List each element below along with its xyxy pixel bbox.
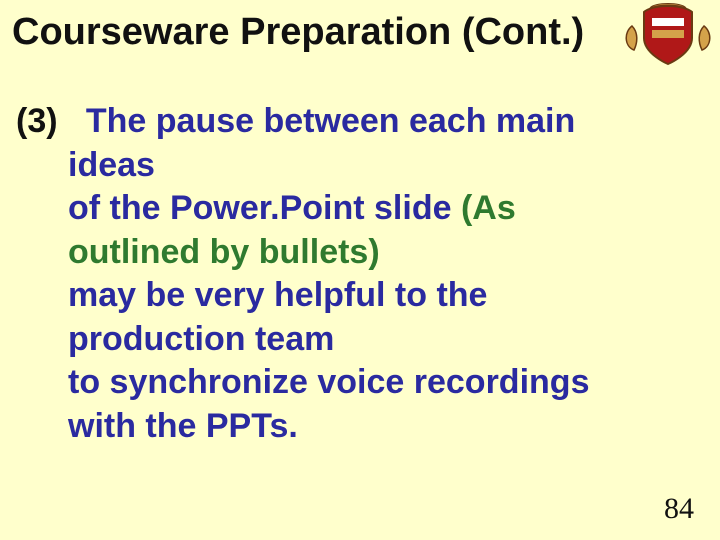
page-number: 84 (664, 492, 694, 526)
body-line: ideas (16, 144, 696, 188)
slide-body: (3) The pause between each main ideas of… (16, 100, 696, 448)
list-marker: (3) (16, 102, 67, 140)
slide: Courseware Preparation (Cont.) (3) The p… (0, 0, 720, 540)
heraldic-crest-icon (622, 2, 714, 72)
body-line: may be very helpful to the (16, 274, 696, 318)
body-line: of the Power.Point slide (As (16, 187, 696, 231)
body-text: ideas (68, 146, 155, 184)
body-line: to synchronize voice recordings (16, 361, 696, 405)
slide-title: Courseware Preparation (Cont.) (12, 12, 708, 54)
body-text: to synchronize voice recordings (68, 363, 589, 401)
body-text: The pause between each main (67, 102, 575, 140)
body-line: with the PPTs. (16, 405, 696, 449)
body-line: outlined by bullets) (16, 231, 696, 275)
body-text: outlined by bullets) (68, 233, 380, 271)
body-text: (As (461, 189, 516, 227)
body-text: production team (68, 320, 334, 358)
body-text: may be very helpful to the (68, 276, 487, 314)
body-line: production team (16, 318, 696, 362)
body-text: of the Power.Point slide (68, 189, 461, 227)
body-line: (3) The pause between each main (16, 100, 696, 144)
body-text: with the PPTs. (68, 407, 298, 445)
